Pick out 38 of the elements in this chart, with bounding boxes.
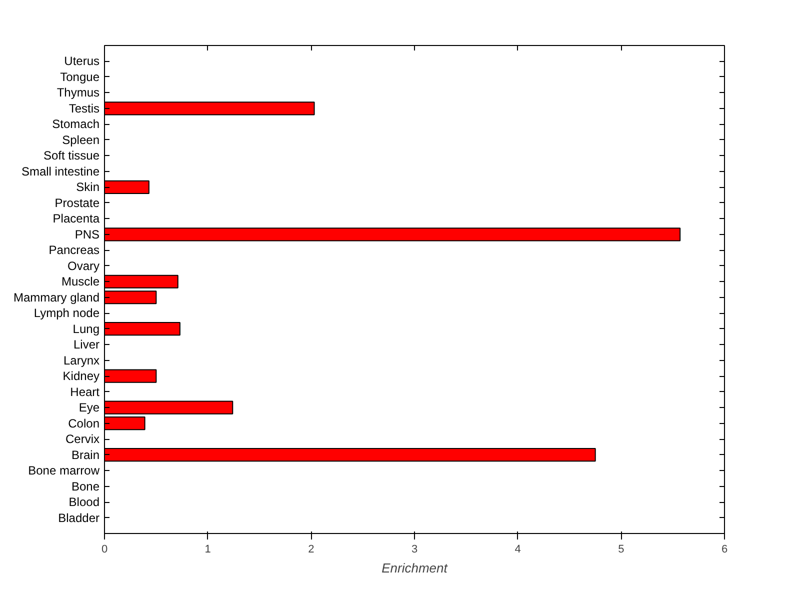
x-axis-title: Enrichment <box>382 560 449 576</box>
y-tick-label: Tongue <box>60 70 100 84</box>
x-tick-label: 4 <box>514 544 521 556</box>
y-tick-label: Bone <box>71 479 100 494</box>
y-tick-label: Placenta <box>52 212 100 226</box>
y-tick-label: Colon <box>68 416 100 430</box>
y-tick-label: Heart <box>70 384 100 399</box>
y-tick-label: Soft tissue <box>43 148 100 163</box>
x-tick-label: 3 <box>411 544 418 556</box>
x-tick-label: 1 <box>204 544 211 556</box>
y-tick-label: Bone marrow <box>28 464 100 478</box>
x-tick-label: 6 <box>721 544 728 556</box>
y-tick-label: Larynx <box>63 353 100 368</box>
x-tick-label: 0 <box>101 544 108 556</box>
y-tick-label: Eye <box>78 400 100 415</box>
y-tick-label: Bladder <box>58 510 100 525</box>
y-tick-label: Blood <box>68 495 100 510</box>
y-tick-label: Spleen <box>62 132 100 147</box>
y-tick-label: Lymph node <box>34 306 100 320</box>
y-tick-label: Small intestine <box>21 164 100 178</box>
y-tick-label: Prostate <box>54 196 100 210</box>
y-tick-label: Cervix <box>66 432 100 446</box>
y-tick-label: PNS <box>74 227 100 242</box>
x-tick-label: 2 <box>308 544 314 556</box>
y-tick-label: Kidney <box>62 369 100 384</box>
y-tick-label: Skin <box>76 180 100 194</box>
y-tick-label: Pancreas <box>48 243 100 258</box>
y-tick-label: Ovary <box>67 258 100 273</box>
y-tick-label: Lung <box>72 322 100 336</box>
y-tick-label: Muscle <box>61 274 100 289</box>
y-tick-label: Liver <box>73 338 100 352</box>
y-tick-label: Stomach <box>52 117 100 132</box>
y-tick-label: Brain <box>71 448 100 462</box>
x-tick-label: 5 <box>618 544 624 556</box>
y-tick-label: Thymus <box>56 86 100 100</box>
y-tick-label: Testis <box>68 101 100 116</box>
y-tick-label: Mammary gland <box>13 290 100 304</box>
y-tick-label: Uterus <box>64 54 100 68</box>
